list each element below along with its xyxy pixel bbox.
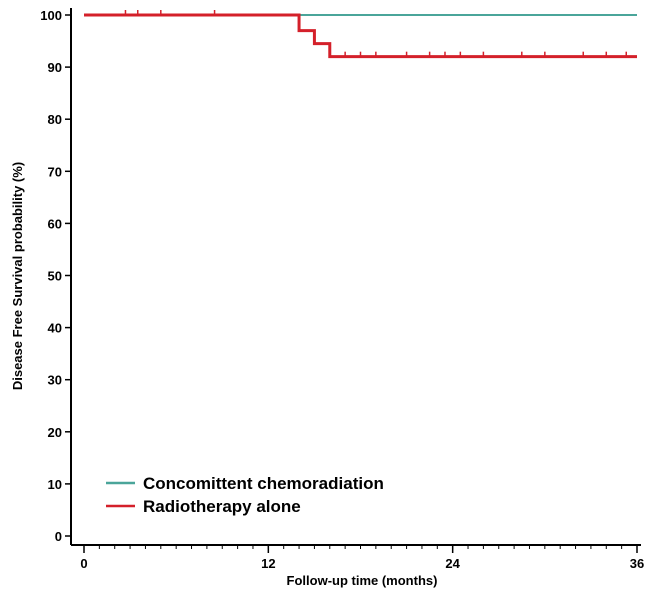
x-tick-label: 24 (445, 556, 460, 571)
x-axis-title: Follow-up time (months) (287, 573, 438, 588)
y-tick-label: 80 (48, 112, 62, 127)
x-axis-ticks: 0 12 24 36 (80, 545, 644, 571)
x-tick-label: 0 (80, 556, 87, 571)
y-tick-label: 60 (48, 216, 62, 231)
y-tick-label: 70 (48, 164, 62, 179)
y-tick-label: 0 (55, 529, 62, 544)
x-tick-label: 12 (261, 556, 275, 571)
y-tick-label: 90 (48, 60, 62, 75)
y-tick-label: 10 (48, 477, 62, 492)
x-axis-minor-ticks (83, 545, 638, 549)
y-tick-label: 40 (48, 321, 62, 336)
y-tick-label: 20 (48, 425, 62, 440)
y-axis-ticks: 0 10 20 30 40 50 60 70 80 90 100 (40, 8, 71, 544)
y-axis-title: Disease Free Survival probability (%) (10, 162, 25, 390)
x-tick-label: 36 (630, 556, 644, 571)
legend: Concomittent chemoradiation Radiotherapy… (106, 474, 384, 516)
y-tick-label: 100 (40, 8, 62, 23)
series-layer (84, 10, 637, 59)
legend-label-radiotherapy-alone: Radiotherapy alone (143, 497, 301, 516)
series-line-radiotherapy-alone (84, 13, 637, 59)
legend-label-concomittent-chemoradiation: Concomittent chemoradiation (143, 474, 384, 493)
y-tick-label: 50 (48, 269, 62, 284)
axes: 0 10 20 30 40 50 60 70 80 90 100 0 12 24 36 (40, 8, 644, 571)
y-tick-label: 30 (48, 373, 62, 388)
